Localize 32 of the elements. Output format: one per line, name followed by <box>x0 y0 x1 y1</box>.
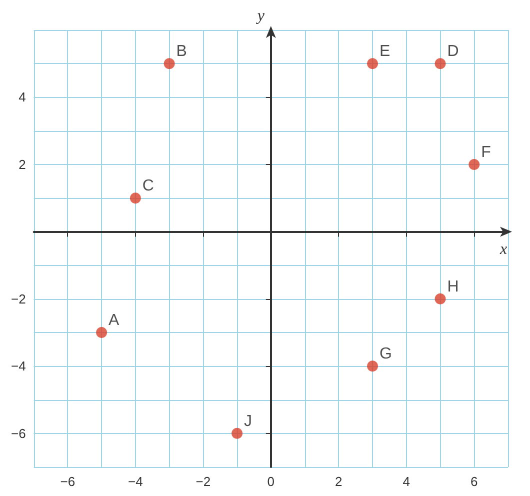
point <box>468 158 480 170</box>
point <box>367 58 378 70</box>
x-tick-label: 0 <box>267 474 275 489</box>
annotation: F <box>481 144 492 161</box>
x-tick-label: −4 <box>128 474 143 489</box>
point <box>434 58 446 70</box>
x-tick-label: 4 <box>402 474 410 489</box>
x-tick-label: −2 <box>196 474 211 489</box>
x-tick-label: 6 <box>470 474 478 489</box>
y-axis-title: y <box>255 8 266 24</box>
point <box>96 327 108 338</box>
point <box>434 293 446 304</box>
point <box>164 58 175 70</box>
y-tick-label: −4 <box>10 358 26 374</box>
x-tick-label: 2 <box>335 474 342 489</box>
annotation: E <box>380 43 390 60</box>
y-tick-label: −6 <box>10 426 26 441</box>
y-tick-label: 4 <box>18 90 26 105</box>
point <box>367 360 378 372</box>
y-tick-label: −2 <box>10 291 26 306</box>
y-tick-label: 2 <box>18 156 26 172</box>
annotation: B <box>176 43 187 60</box>
annotation: D <box>447 43 459 60</box>
annotation: H <box>447 278 459 296</box>
x-tick-label: −6 <box>60 474 76 489</box>
annotation: A <box>108 312 120 330</box>
annotation: C <box>142 178 154 195</box>
annotation: J <box>244 412 252 430</box>
x-axis-title: x <box>499 241 508 258</box>
point <box>232 428 243 439</box>
annotation: G <box>380 346 392 363</box>
point <box>130 192 141 204</box>
